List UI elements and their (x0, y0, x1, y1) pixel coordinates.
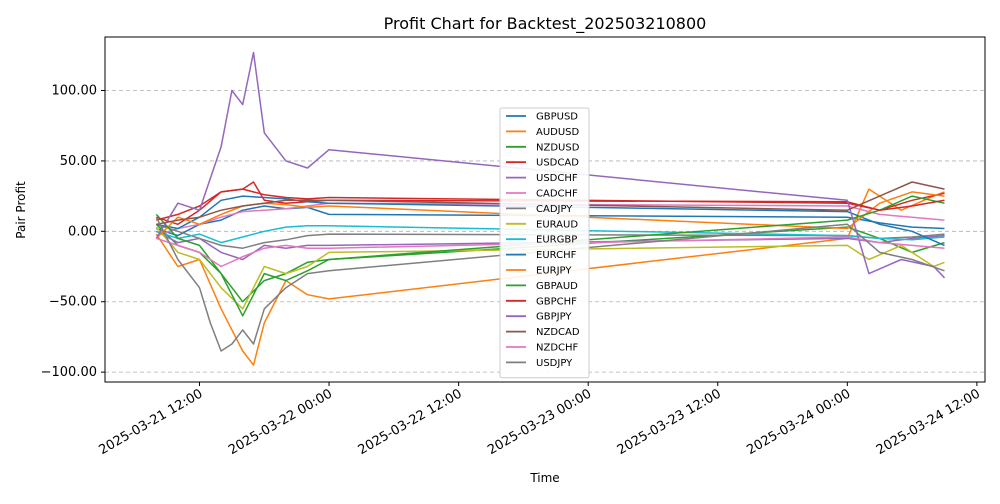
legend-label: USDJPY (536, 358, 573, 369)
legend-label: EURJPY (536, 266, 572, 277)
series-line-gbpjpy (155, 51, 946, 279)
legend-label: GBPAUD (536, 281, 578, 292)
series-line-eurgbp (156, 224, 945, 244)
chart-title: Profit Chart for Backtest_202503210800 (384, 14, 707, 34)
y-tick-label: 0.00 (68, 224, 97, 239)
series-line-euraud (155, 226, 945, 310)
legend-label: EURCHF (536, 250, 577, 261)
legend-label: EURGBP (536, 235, 577, 246)
legend-label: GBPCHF (536, 296, 577, 307)
legend-box (499, 107, 590, 379)
y-tick-label: −50.00 (49, 295, 97, 310)
series-line-nzdchf (156, 236, 945, 268)
legend-label: NZDCAD (536, 327, 580, 338)
y-tick-label: 100.00 (52, 84, 98, 99)
y-axis-label: Pair Profit (14, 181, 28, 239)
legend-label: AUDUSD (536, 127, 580, 138)
legend-label: NZDUSD (536, 142, 580, 153)
legend-label: USDCHF (536, 173, 578, 184)
y-tick-label: 50.00 (60, 154, 97, 169)
legend-label: CADJPY (536, 204, 573, 215)
x-axis-label: Time (529, 471, 559, 485)
legend-label: CADCHF (536, 189, 578, 200)
legend-label: EURAUD (536, 219, 578, 230)
series-line-nzdcad (156, 181, 945, 226)
legend-label: NZDCHF (536, 343, 579, 354)
legend-label: GBPJPY (536, 312, 572, 323)
series-line-gbpchf (156, 188, 945, 221)
series-line-eurjpy (155, 191, 945, 239)
series-line-usdjpy (155, 216, 945, 352)
plot-frame (104, 36, 986, 383)
legend-label: GBPUSD (536, 112, 578, 123)
y-tick-label: −100.00 (41, 365, 97, 380)
legend-label: USDCAD (536, 158, 579, 169)
